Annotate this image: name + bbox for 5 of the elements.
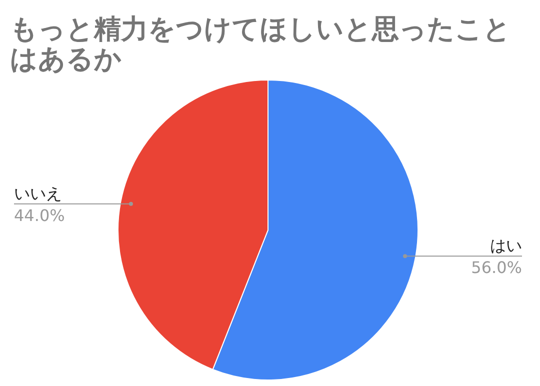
slice-label: はい xyxy=(490,236,522,256)
data-label: 56.0% xyxy=(471,258,522,278)
slice-label: いいえ xyxy=(14,184,62,203)
data-label: 44.0% xyxy=(14,206,65,225)
chart-title: もっと精力をつけてほしいと思ったことはあるか xyxy=(10,14,511,75)
